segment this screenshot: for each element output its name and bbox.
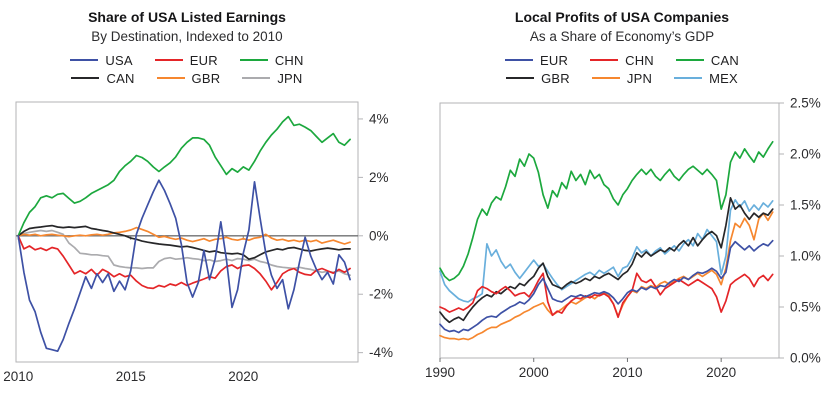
legend-label-chn: CHN [625,52,654,68]
y-tick-label: -4% [369,345,393,360]
y-tick-label: -2% [369,287,393,302]
can-line-swatch-icon [675,58,704,62]
legend-label-gbr: GBR [541,70,570,86]
legend-label-can: CAN [106,70,135,86]
mex-line-swatch-icon [674,76,703,80]
legend-row: GBR JPN MEX [420,69,824,87]
x-tick-label: 2010 [3,369,33,384]
chart-header-left: Share of USA Listed Earnings By Destinat… [0,8,374,87]
can-line-swatch-icon [71,76,100,80]
legend-label-usa: USA [105,52,133,68]
series-line-gbr [439,197,774,324]
y-tick-label: 4% [369,111,389,126]
legend-item-gbr: GBR [506,71,570,86]
chart-title-right: Local Profits of USA Companies [514,9,730,25]
eur-line-swatch-icon [154,58,183,62]
eur-line-swatch-icon [505,58,534,62]
series-line-chn [439,272,774,319]
plot-border [15,101,359,363]
series-line-can [17,224,351,261]
y-tick-label: 1.5% [790,198,821,213]
x-tick-label: 2015 [116,369,146,384]
gbr-line-swatch-icon [156,76,185,80]
y-tick-label: 2.0% [790,147,821,162]
legend-label-eur: EUR [189,52,218,68]
panel-local-profits: Local Profits of USA Companies As a Shar… [420,0,840,402]
jpn-line-swatch-icon [591,76,620,80]
plot-area-left: 4% 2% 0% -2% -4% 2010 2015 2020 [3,101,393,384]
y-tick-label: 0% [369,228,389,243]
legend-label-chn: CHN [274,52,304,68]
chart-legend-right: EUR CHN CAN GBR JPN MEX [420,51,824,87]
chart-legend-left: USA EUR CHN CAN GBR JPN [0,51,374,87]
chart-title-left: Share of USA Listed Earnings [88,9,286,25]
x-tick-label: 1990 [425,365,455,380]
legend-label-mex: MEX [709,70,738,86]
plot-border [439,102,780,359]
x-tick-label: 2020 [706,365,736,380]
legend-item-chn: CHN [239,52,304,68]
legend-item-jpn: JPN [242,71,302,86]
legend-label-gbr: GBR [191,70,221,86]
legend-label-jpn: JPN [277,70,303,86]
series-line-usa [17,179,351,353]
chart-subtitle-right: As a Share of Economy’s GDP [529,29,715,44]
legend-item-can: CAN [71,71,134,86]
jpn-line-swatch-icon [242,76,271,80]
legend-item-gbr: GBR [156,70,221,86]
chn-line-swatch-icon [239,58,268,62]
series-line-eur [17,234,351,291]
series-line-eur [439,239,774,334]
chart-subtitle-left: By Destination, Indexed to 2010 [91,29,283,44]
legend-label-jpn: JPN [626,70,653,86]
y-tick-label: 2.5% [790,96,821,111]
series-line-gbr [17,226,351,245]
y-tick-label: 2% [369,170,389,185]
legend-row: USA EUR CHN [0,51,374,69]
legend-row: EUR CHN CAN [420,51,824,69]
chart-header-right: Local Profits of USA Companies As a Shar… [420,8,824,87]
legend-row: CAN GBR JPN [0,69,374,87]
legend-label-can: CAN [710,52,739,68]
series-line-chn [17,115,351,237]
plot-area-right: 2.5% 2.0% 1.5% 1.0% 0.5% 0.0% 1990 2000 2010 2020 [425,96,821,381]
x-tick-label: 2010 [612,365,642,380]
x-tick-label: 2000 [519,365,549,380]
gbr-line-swatch-icon [506,76,535,80]
series-line-can [439,140,774,282]
legend-item-jpn: JPN [591,70,653,86]
panel-usa-listed-earnings: Share of USA Listed Earnings By Destinat… [0,8,393,384]
legend-item-mex: MEX [674,71,738,86]
y-tick-label: 0.0% [790,351,821,366]
legend-item-eur: EUR [505,53,568,68]
y-tick-label: 0.5% [790,300,821,315]
legend-label-eur: EUR [540,52,569,68]
legend-item-eur: EUR [154,52,218,68]
x-tick-label: 2020 [228,369,258,384]
usa-line-swatch-icon [70,58,99,62]
series-line-mex [439,199,774,303]
y-tick-label: 1.0% [790,249,821,264]
legend-item-chn: CHN [590,53,654,68]
legend-item-can: CAN [675,52,739,68]
legend-item-usa: USA [70,52,133,68]
chn-line-swatch-icon [590,58,619,62]
